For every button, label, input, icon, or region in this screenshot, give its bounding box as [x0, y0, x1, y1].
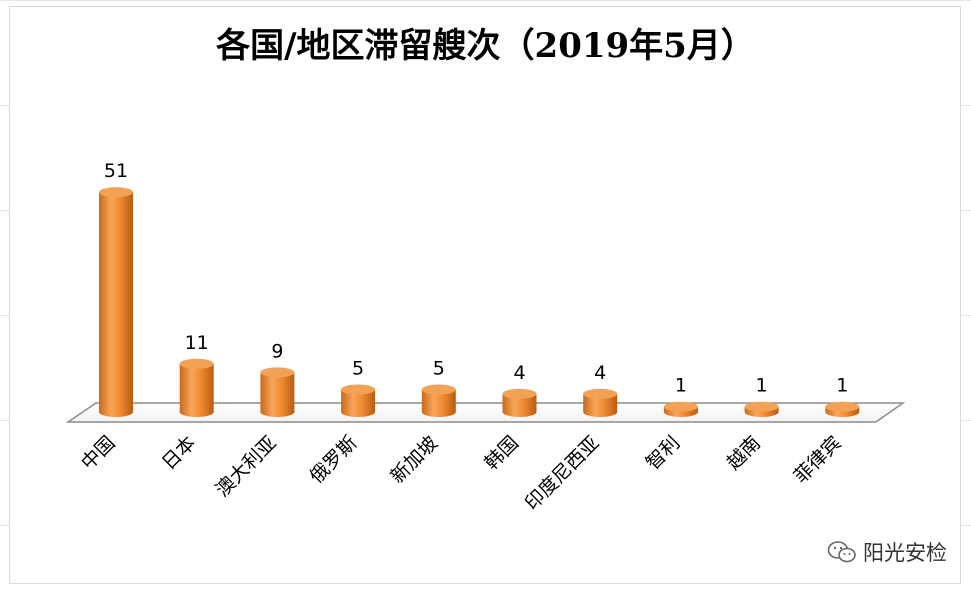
bar-body	[583, 393, 618, 417]
bar-top	[825, 401, 860, 412]
bar	[421, 384, 456, 417]
bar-body	[421, 389, 456, 417]
wechat-icon	[827, 541, 856, 563]
watermark: 阳光安检	[827, 537, 947, 567]
bar-top	[179, 358, 214, 369]
bar	[744, 401, 779, 417]
bar-body	[502, 393, 537, 417]
data-label: 51	[104, 160, 128, 182]
data-label: 1	[756, 375, 768, 397]
data-label: 1	[836, 375, 848, 397]
data-label: 5	[433, 358, 445, 380]
data-label: 4	[594, 362, 606, 384]
bar-body	[341, 389, 376, 417]
bar-body	[99, 192, 133, 417]
chart-area	[9, 6, 961, 584]
category-label: 智利	[642, 432, 684, 474]
bar-top	[260, 367, 295, 378]
category-label: 日本	[158, 432, 200, 474]
data-label: 1	[675, 375, 687, 397]
bar	[99, 187, 133, 417]
category-label: 越南	[723, 432, 765, 474]
chart-title: 各国/地区滞留艘次（2019年5月）	[216, 26, 755, 66]
data-label: 9	[271, 340, 283, 362]
bar-top	[341, 384, 376, 395]
bar-top	[744, 401, 779, 412]
data-label: 5	[352, 358, 364, 380]
bar	[825, 401, 860, 417]
bar-top	[663, 401, 698, 412]
bar	[341, 384, 376, 417]
bar-top	[99, 187, 133, 198]
bar-top	[583, 388, 618, 399]
category-label: 澳大利亚	[212, 432, 281, 501]
bar-top	[502, 388, 537, 399]
category-label: 俄罗斯	[306, 432, 362, 488]
data-label: 4	[513, 362, 525, 384]
bar	[179, 358, 214, 417]
watermark-text: 阳光安检	[863, 541, 947, 565]
category-label: 新加坡	[386, 432, 442, 488]
bar	[260, 367, 295, 417]
bar-top	[421, 384, 456, 395]
category-label: 韩国	[480, 432, 522, 474]
bar-body	[179, 363, 214, 417]
category-label: 中国	[77, 432, 119, 474]
bar-body	[260, 372, 295, 417]
category-label: 菲律宾	[790, 432, 846, 488]
bar	[502, 388, 537, 417]
bar	[663, 401, 698, 417]
bar	[583, 388, 618, 417]
data-label: 11	[185, 332, 209, 354]
category-label: 印度尼西亚	[521, 432, 604, 515]
